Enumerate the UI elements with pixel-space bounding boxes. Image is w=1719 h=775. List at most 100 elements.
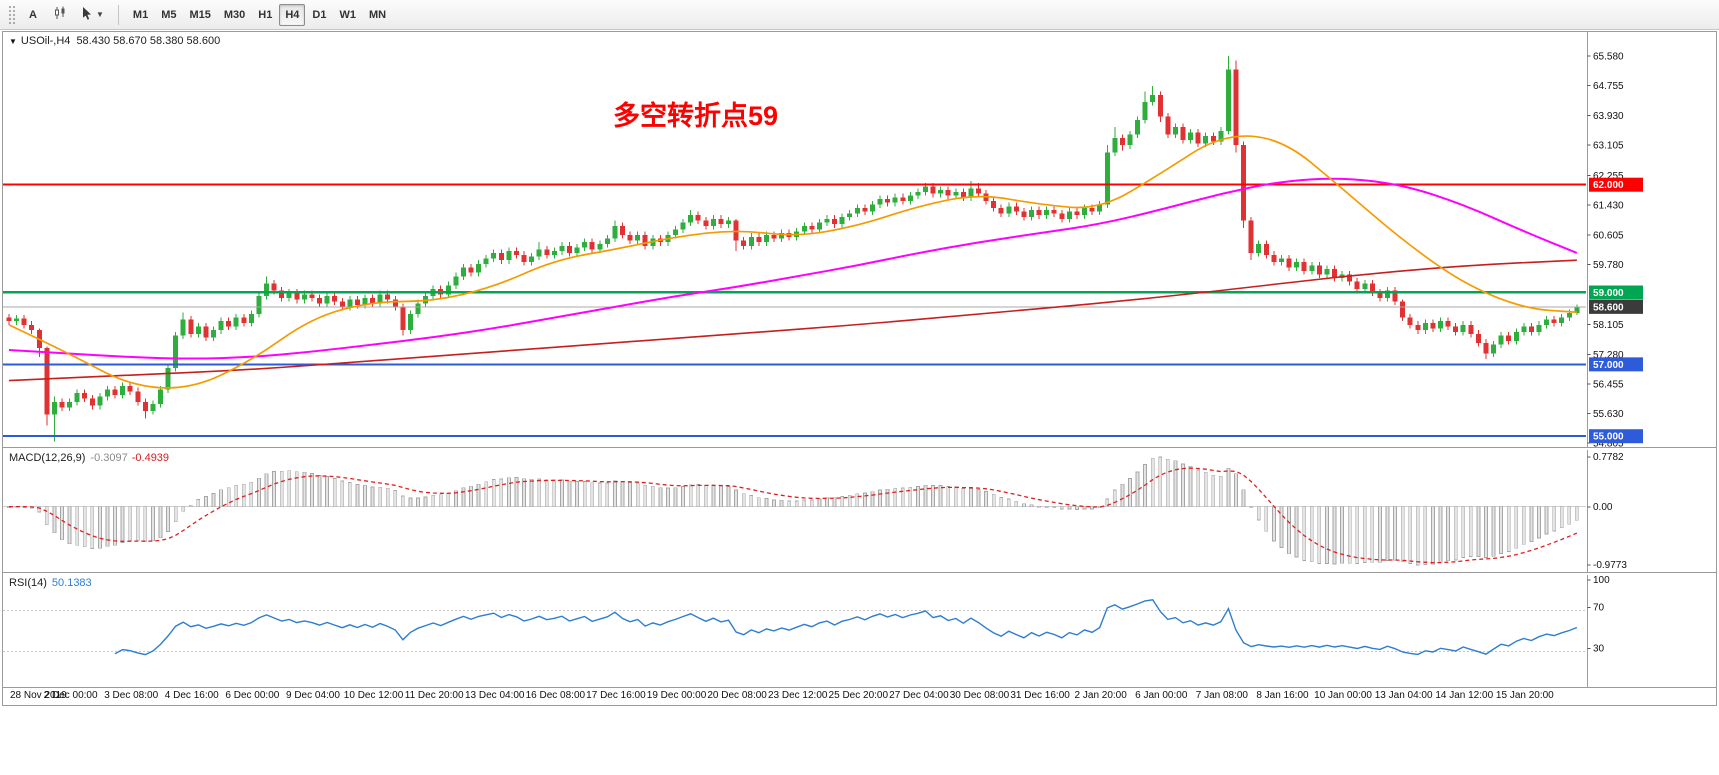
timeframe-button-m30[interactable]: M30 bbox=[218, 4, 251, 26]
chart-window: ▼ USOil-,H4 58.430 58.670 58.380 58.600 多空… bbox=[2, 31, 1717, 706]
timeframe-button-d1[interactable]: D1 bbox=[306, 4, 332, 26]
svg-text:64.755: 64.755 bbox=[1593, 81, 1624, 92]
time-label: 23 Dec 12:00 bbox=[767, 690, 828, 701]
time-label: 6 Dec 00:00 bbox=[225, 690, 280, 701]
time-label: 2 Dec 00:00 bbox=[43, 690, 98, 701]
time-label: 15 Jan 20:00 bbox=[1495, 690, 1554, 701]
svg-text:55.630: 55.630 bbox=[1593, 409, 1624, 420]
time-label: 14 Jan 12:00 bbox=[1435, 690, 1494, 701]
time-label: 6 Jan 00:00 bbox=[1135, 690, 1188, 701]
timeframe-button-h1[interactable]: H1 bbox=[252, 4, 278, 26]
macd-canvas[interactable]: 0.7782 0.00 -0.9773 bbox=[3, 450, 1716, 572]
svg-text:100: 100 bbox=[1593, 575, 1610, 586]
time-label: 27 Dec 04:00 bbox=[889, 690, 949, 701]
macd-main-value: -0.3097 bbox=[90, 452, 128, 464]
timeframe-button-m5[interactable]: M5 bbox=[155, 4, 182, 26]
price-axis[interactable]: 65.580 64.755 63.930 63.105 62.255 61.430 60.6… bbox=[1587, 32, 1644, 447]
macd-label: MACD(12,26,9) -0.3097 -0.4939 bbox=[9, 452, 169, 464]
time-label: 3 Dec 08:00 bbox=[104, 690, 159, 701]
chevron-down-icon: ▼ bbox=[96, 10, 104, 19]
ma-fast-line bbox=[8, 135, 1577, 389]
svg-text:58.105: 58.105 bbox=[1593, 320, 1624, 331]
timeframe-button-mn[interactable]: MN bbox=[363, 4, 392, 26]
cursor-tool-button[interactable]: ▼ bbox=[75, 4, 110, 26]
time-label: 31 Dec 16:00 bbox=[1010, 690, 1070, 701]
moving-averages-layer bbox=[8, 135, 1578, 389]
svg-text:57.000: 57.000 bbox=[1593, 360, 1624, 371]
svg-text:60.605: 60.605 bbox=[1593, 230, 1624, 241]
timeframe-button-m15[interactable]: M15 bbox=[183, 4, 216, 26]
toolbar-drag-handle[interactable] bbox=[8, 4, 15, 25]
price-badge bbox=[1589, 177, 1643, 192]
svg-text:63.930: 63.930 bbox=[1593, 111, 1624, 122]
macd-pane: MACD(12,26,9) -0.3097 -0.4939 0.7782 0.00 -0… bbox=[3, 450, 1716, 572]
macd-name: MACD(12,26,9) bbox=[9, 452, 86, 464]
svg-text:62.000: 62.000 bbox=[1593, 180, 1624, 191]
time-label: 4 Dec 16:00 bbox=[164, 690, 219, 701]
price-badge bbox=[1589, 357, 1643, 372]
svg-text:0.00: 0.00 bbox=[1593, 502, 1613, 513]
time-label: 9 Dec 04:00 bbox=[285, 690, 340, 701]
rsi-pane: RSI(14) 50.1383 100 70 30 bbox=[3, 575, 1716, 687]
symbol-label: ▼ USOil-,H4 58.430 58.670 58.380 58.600 bbox=[9, 35, 220, 47]
rsi-value: 50.1383 bbox=[51, 577, 92, 589]
svg-text:-0.9773: -0.9773 bbox=[1593, 560, 1627, 571]
time-label: 10 Jan 00:00 bbox=[1314, 690, 1372, 701]
time-label: 30 Dec 08:00 bbox=[949, 690, 1010, 701]
time-label: 16 Dec 08:00 bbox=[525, 690, 586, 701]
text-label-tool-button[interactable]: A bbox=[21, 4, 45, 26]
price-badge bbox=[1589, 285, 1643, 300]
time-label: 20 Dec 08:00 bbox=[707, 690, 767, 701]
svg-text:59.000: 59.000 bbox=[1593, 288, 1624, 299]
svg-text:57.280: 57.280 bbox=[1593, 350, 1624, 361]
time-label: 7 Jan 08:00 bbox=[1195, 690, 1248, 701]
candles-layer bbox=[6, 56, 1580, 442]
chart-annotation-text[interactable]: 多空转折点59 bbox=[613, 101, 779, 131]
time-label: 13 Dec 04:00 bbox=[464, 690, 525, 701]
pane-splitter[interactable] bbox=[3, 447, 1716, 450]
svg-text:0.7782: 0.7782 bbox=[1593, 452, 1624, 463]
price-badge bbox=[1589, 429, 1643, 444]
rsi-name: RSI(14) bbox=[9, 577, 47, 589]
time-label: 13 Jan 04:00 bbox=[1374, 690, 1433, 701]
time-label: 25 Dec 20:00 bbox=[828, 690, 889, 701]
main-chart-pane: ▼ USOil-,H4 58.430 58.670 58.380 58.600 多空… bbox=[3, 32, 1716, 447]
svg-text:58.600: 58.600 bbox=[1593, 302, 1624, 313]
price-badge bbox=[1589, 299, 1643, 314]
svg-text:63.105: 63.105 bbox=[1593, 141, 1624, 152]
time-label: 2 Jan 20:00 bbox=[1074, 690, 1127, 701]
candlestick-chart-icon bbox=[53, 6, 67, 23]
toolbar: A ▼ M1 M5 M15 M30 H1 H4 D1 W1 MN bbox=[0, 0, 1719, 30]
time-label: 11 Dec 20:00 bbox=[404, 690, 464, 701]
ma-slow-line bbox=[8, 259, 1577, 382]
time-label: 17 Dec 16:00 bbox=[586, 690, 646, 701]
macd-histogram bbox=[7, 456, 1579, 566]
chart-type-button[interactable] bbox=[47, 4, 73, 26]
toolbar-separator bbox=[117, 4, 119, 25]
horizontal-lines-layer[interactable] bbox=[3, 183, 1586, 438]
svg-text:56.455: 56.455 bbox=[1593, 379, 1624, 390]
timeframe-button-w1[interactable]: W1 bbox=[333, 4, 362, 26]
ma-mid-line bbox=[8, 177, 1578, 360]
pane-splitter[interactable] bbox=[3, 572, 1716, 575]
macd-signal-value: -0.4939 bbox=[131, 452, 170, 464]
timeframe-button-h4[interactable]: H4 bbox=[279, 3, 306, 26]
main-chart-canvas[interactable]: 65.580 64.755 63.930 63.105 62.255 61.430 60.6… bbox=[3, 32, 1716, 447]
svg-text:61.430: 61.430 bbox=[1593, 201, 1624, 212]
time-label: 28 Nov 2019 bbox=[10, 690, 67, 701]
time-label: 19 Dec 00:00 bbox=[646, 690, 707, 701]
timeframe-toolbar: M1 M5 M15 M30 H1 H4 D1 W1 MN bbox=[127, 3, 392, 26]
macd-axis[interactable]: 0.7782 0.00 -0.9773 bbox=[1587, 450, 1628, 572]
ohlc-values: 58.430 58.670 58.380 58.600 bbox=[76, 35, 221, 47]
symbol-name: USOil-,H4 bbox=[20, 35, 71, 47]
svg-text:30: 30 bbox=[1593, 643, 1605, 654]
time-axis[interactable]: 28 Nov 2019 2 Dec 00:00 3 Dec 08:00 4 Dec 1… bbox=[3, 687, 1716, 705]
rsi-axis[interactable]: 100 70 30 bbox=[1587, 575, 1611, 687]
timeframe-button-m1[interactable]: M1 bbox=[127, 4, 154, 26]
rsi-line bbox=[114, 599, 1578, 656]
svg-text:59.780: 59.780 bbox=[1593, 260, 1624, 271]
rsi-canvas[interactable]: 100 70 30 bbox=[3, 575, 1716, 687]
collapse-triangle-icon[interactable]: ▼ bbox=[9, 37, 17, 46]
time-label: 8 Jan 16:00 bbox=[1256, 690, 1309, 701]
